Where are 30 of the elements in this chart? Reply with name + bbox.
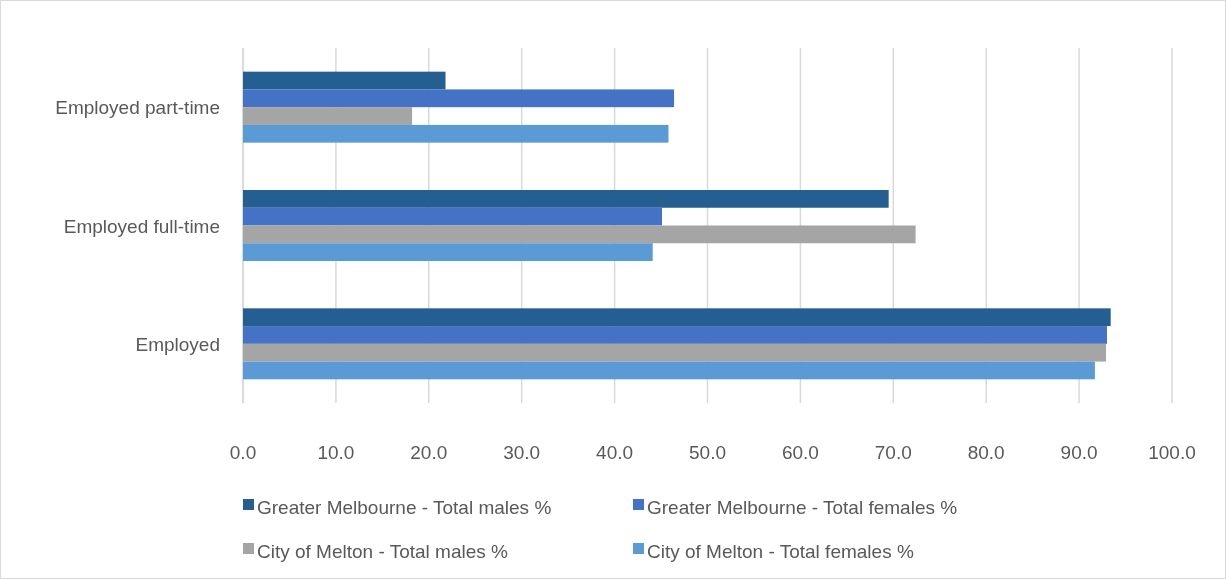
x-tick-label: 90.0 xyxy=(1060,442,1098,463)
y-tick-label: Employed part-time xyxy=(55,97,220,119)
legend-label: City of Melton - Total females % xyxy=(647,541,914,562)
x-tick-label: 80.0 xyxy=(967,442,1005,463)
bar xyxy=(243,71,446,90)
bar xyxy=(243,89,675,108)
bar xyxy=(243,326,1107,344)
x-tick-label: 20.0 xyxy=(410,442,448,463)
x-tick-label: 10.0 xyxy=(317,442,355,463)
bar xyxy=(243,361,1095,380)
bar xyxy=(243,308,1111,327)
bar xyxy=(243,207,662,226)
bar xyxy=(243,107,413,125)
legend-label: Greater Melbourne - Total females % xyxy=(647,497,958,518)
x-tick-label: 100.0 xyxy=(1148,442,1196,463)
bar xyxy=(243,124,669,143)
x-tick-label: 0.0 xyxy=(229,442,257,463)
x-tick-label: 70.0 xyxy=(874,442,912,463)
x-tick-label: 60.0 xyxy=(781,442,819,463)
bar xyxy=(243,243,653,261)
y-tick-label: Employed full-time xyxy=(63,215,220,237)
legend-label: City of Melton - Total males % xyxy=(257,541,509,562)
bar xyxy=(243,225,916,244)
x-tick-label: 50.0 xyxy=(689,442,726,463)
x-tick-label: 40.0 xyxy=(596,442,634,463)
bar xyxy=(243,343,1107,362)
x-tick-label: 30.0 xyxy=(503,442,541,463)
y-tick-label: Employed xyxy=(135,333,220,355)
bar xyxy=(243,190,889,208)
legend-label: Greater Melbourne - Total males % xyxy=(257,497,552,518)
